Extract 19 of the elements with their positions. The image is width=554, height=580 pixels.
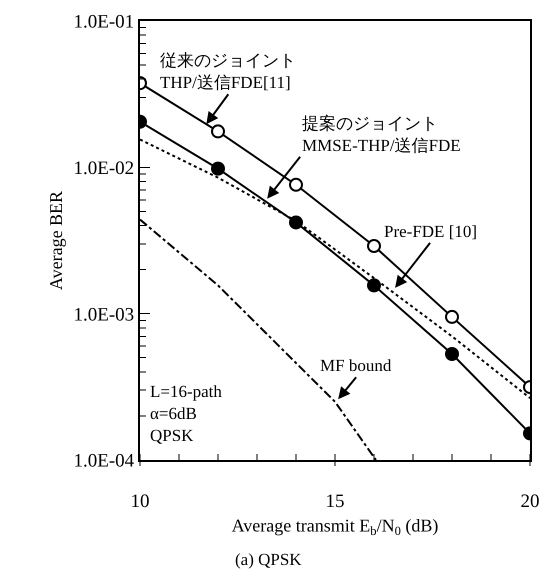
annotation: MF bound bbox=[320, 356, 392, 375]
annotation: 提案のジョイント MMSE-THP/送信FDE bbox=[302, 114, 461, 156]
x-axis-title: Average transmit E$_{b}$/N$_{0}$ (dB) bbox=[232, 515, 438, 538]
y-tick-label: 1.0E-03 bbox=[74, 304, 134, 326]
point bbox=[289, 178, 303, 192]
point bbox=[367, 278, 381, 292]
annotation: L=16-path α=6dB QPSK bbox=[150, 382, 222, 446]
x-tick-label: 10 bbox=[130, 490, 150, 512]
y-axis-title: Average BER bbox=[46, 190, 66, 290]
text: (a) QPSK bbox=[235, 550, 302, 569]
y-tick-label: 1.0E-02 bbox=[74, 158, 134, 179]
point bbox=[289, 215, 303, 230]
annotation: Pre-FDE [10] bbox=[384, 222, 478, 241]
x-tick-label: 15 bbox=[326, 490, 344, 512]
y-tick-label: 1.0E-04 bbox=[74, 450, 135, 472]
point bbox=[367, 239, 381, 253]
annotation: 従来のジョイント THP/送信FDE[11] bbox=[160, 51, 296, 92]
y-tick-label: 1.0E-01 bbox=[74, 12, 134, 33]
x-tick-label: 20 bbox=[520, 490, 540, 512]
